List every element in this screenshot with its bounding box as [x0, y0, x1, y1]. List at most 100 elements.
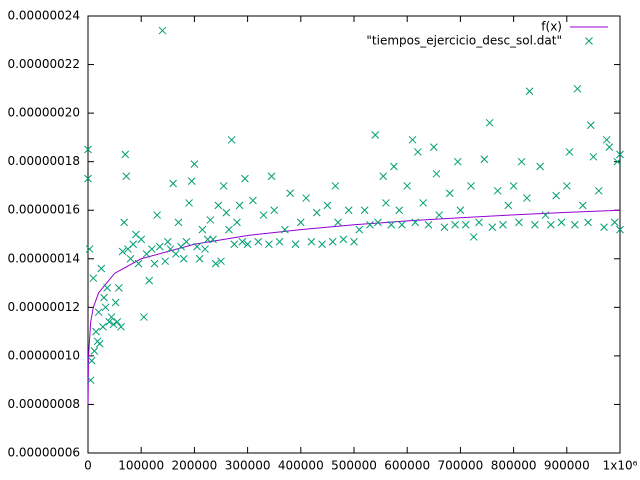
data-point: [411, 218, 420, 227]
data-point: [97, 264, 106, 273]
x-tick-label: 600000: [384, 459, 430, 473]
x-tick-label: 0: [84, 459, 92, 473]
data-point: [578, 201, 587, 210]
x-tick-label: 900000: [544, 459, 590, 473]
data-point: [140, 313, 148, 321]
data-point: [121, 150, 130, 159]
x-tick-label: 100000: [118, 459, 164, 473]
data-point: [339, 235, 348, 244]
data-point: [387, 220, 396, 229]
data-point: [546, 220, 555, 229]
data-point: [360, 206, 369, 215]
data-point: [541, 211, 550, 219]
data-point: [118, 247, 127, 256]
data-point: [209, 235, 217, 244]
data-point: [187, 177, 196, 185]
data-point: [100, 293, 108, 302]
y-tick-label: 0.00000008: [7, 397, 80, 411]
data-point: [600, 223, 608, 232]
data-point: [504, 201, 513, 210]
data-point: [312, 208, 321, 217]
data-point: [475, 218, 483, 227]
data-point: [382, 199, 390, 207]
data-point: [179, 254, 188, 263]
data-point: [424, 220, 433, 229]
x-tick-label: 800000: [491, 459, 537, 473]
data-point: [230, 240, 239, 249]
data-point: [92, 327, 100, 336]
data-point: [163, 237, 172, 246]
x-tick-label: 200000: [171, 459, 217, 473]
data-point: [318, 240, 326, 249]
data-point: [451, 220, 459, 229]
data-point: [134, 259, 143, 268]
data-point: [206, 216, 215, 224]
data-point: [267, 172, 276, 181]
data-point: [445, 189, 454, 198]
data-point: [219, 182, 228, 190]
data-point: [153, 211, 162, 219]
data-point: [480, 155, 489, 164]
data-point: [453, 157, 462, 166]
data-point: [85, 245, 94, 253]
data-point: [195, 254, 204, 263]
y-tick-label: 0.00000020: [7, 106, 80, 120]
data-point: [113, 318, 122, 326]
data-point: [182, 237, 191, 246]
function-line: [87, 209, 621, 405]
y-tick-label: 0.00000006: [7, 446, 80, 460]
data-point: [302, 194, 310, 202]
data-point: [570, 220, 579, 229]
data-point: [270, 206, 279, 215]
data-point: [390, 162, 398, 171]
y-tick-label: 0.00000024: [7, 9, 80, 23]
data-point: [105, 318, 114, 326]
data-point: [374, 218, 382, 227]
data-point: [589, 152, 598, 161]
data-point: [238, 237, 247, 246]
data-point: [562, 182, 571, 190]
data-point: [111, 298, 120, 307]
legend-label: "tiempos_ejercicio_desc_sol.dat": [366, 34, 562, 48]
data-point: [398, 220, 406, 229]
data-point: [584, 218, 592, 227]
data-point: [334, 218, 342, 227]
data-point: [90, 347, 99, 355]
data-point: [259, 211, 268, 219]
data-point: [122, 172, 131, 181]
x-tick-label: 700000: [437, 459, 483, 473]
y-tick-label: 0.00000014: [7, 251, 80, 265]
data-point: [241, 174, 249, 183]
data-point: [395, 206, 404, 215]
data-point: [536, 162, 545, 171]
data-point: [280, 225, 289, 234]
data-point: [94, 308, 103, 317]
data-point: [307, 237, 316, 246]
data-point: [525, 87, 534, 96]
data-point: [87, 356, 96, 365]
data-point: [485, 118, 494, 127]
data-point: [602, 135, 611, 144]
data-point: [120, 218, 129, 227]
y-tick-label: 0.00000016: [7, 203, 80, 217]
data-point: [323, 201, 332, 210]
data-point: [84, 174, 92, 183]
data-point: [456, 206, 465, 215]
data-point: [217, 257, 225, 266]
data-point: [469, 233, 478, 241]
data-point: [515, 218, 523, 227]
data-point: [366, 220, 374, 229]
data-point: [291, 240, 300, 249]
data-point: [214, 201, 223, 210]
data-point: [531, 220, 539, 229]
data-point: [243, 240, 252, 249]
data-point: [565, 148, 574, 156]
data-point: [145, 276, 154, 285]
data-point: [605, 143, 614, 151]
x-tick-label: 300000: [225, 459, 271, 473]
data-point: [552, 191, 561, 200]
data-point: [129, 240, 138, 249]
data-point: [371, 131, 380, 139]
data-point: [523, 194, 531, 202]
data-point: [413, 148, 422, 156]
